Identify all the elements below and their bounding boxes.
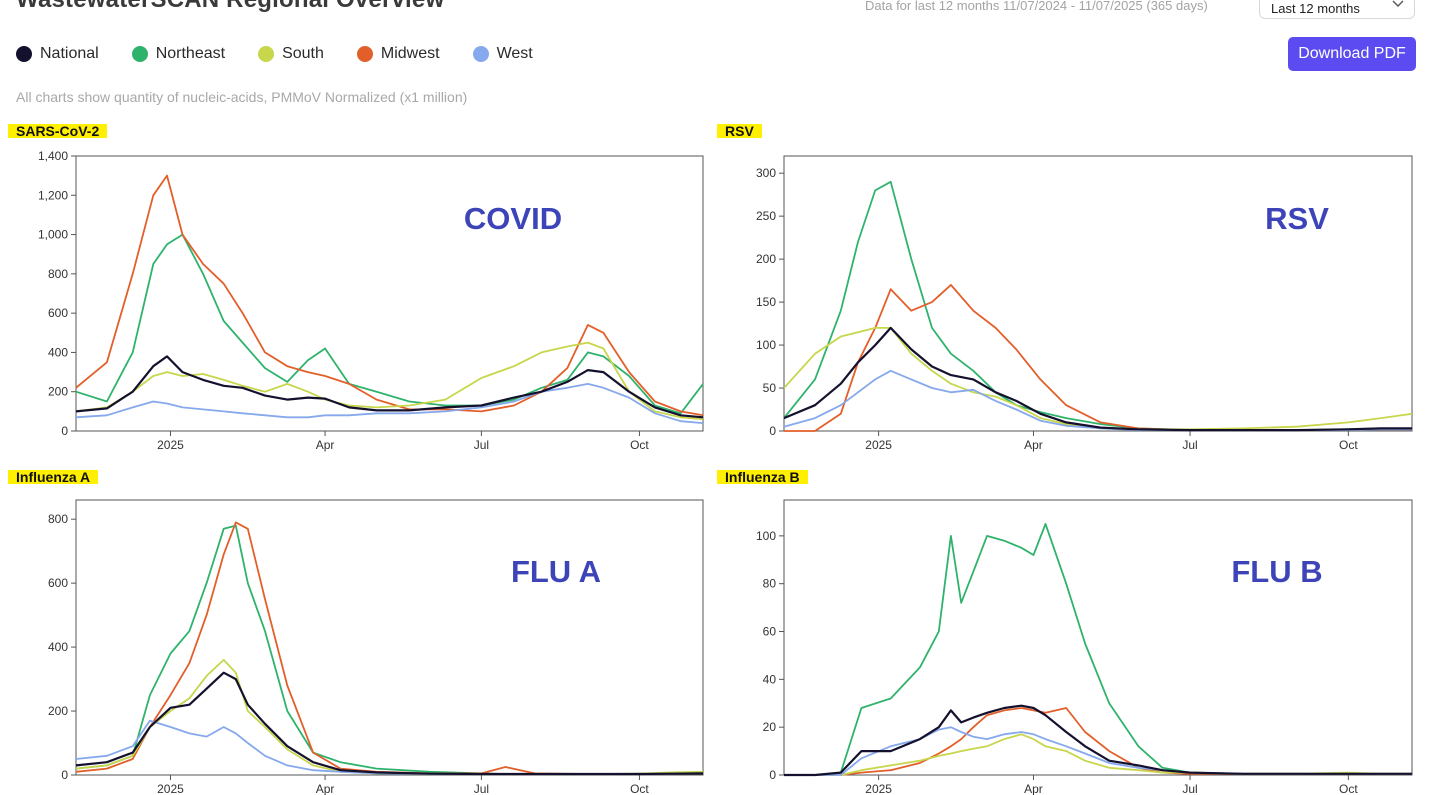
series-line-national bbox=[75, 671, 704, 776]
legend-label: South bbox=[282, 45, 324, 62]
chart-overlay-label: FLU B bbox=[1231, 554, 1322, 589]
y-tick-label: 80 bbox=[763, 577, 777, 591]
y-tick-label: 150 bbox=[756, 295, 776, 309]
y-tick-label: 0 bbox=[61, 424, 68, 438]
series-line-south bbox=[783, 326, 1413, 431]
x-tick-label: Jul bbox=[474, 438, 489, 452]
chart-title-influenza-b: Influenza B bbox=[717, 470, 808, 484]
download-pdf-button[interactable]: Download PDF bbox=[1288, 37, 1416, 71]
x-tick-label: Apr bbox=[1024, 782, 1043, 795]
y-tick-label: 400 bbox=[48, 640, 68, 654]
plot-frame bbox=[783, 155, 1413, 432]
legend-item-south[interactable]: South bbox=[258, 45, 324, 63]
y-tick-label: 0 bbox=[769, 768, 776, 782]
legend-label: National bbox=[40, 45, 99, 62]
y-tick-label: 200 bbox=[48, 704, 68, 718]
x-tick-label: Oct bbox=[630, 782, 649, 795]
chart-overlay-label: COVID bbox=[464, 201, 562, 236]
y-tick-label: 1,000 bbox=[38, 228, 68, 242]
page-title: WastewaterSCAN Regional Overview bbox=[16, 0, 444, 14]
y-tick-label: 250 bbox=[756, 209, 776, 223]
legend-dot bbox=[16, 46, 32, 62]
x-tick-label: Jul bbox=[1182, 438, 1197, 452]
y-tick-label: 20 bbox=[763, 720, 777, 734]
legend-dot bbox=[258, 46, 275, 62]
chevron-down-icon bbox=[1392, 0, 1404, 7]
legend: National Northeast South Midwest West bbox=[16, 45, 566, 63]
x-tick-label: 2025 bbox=[157, 782, 184, 795]
series-line-west bbox=[75, 382, 704, 424]
x-tick-label: Apr bbox=[316, 438, 335, 452]
x-tick-label: 2025 bbox=[865, 438, 892, 452]
legend-item-national[interactable]: National bbox=[16, 45, 99, 63]
series-line-national bbox=[784, 704, 1412, 777]
legend-dot bbox=[472, 46, 489, 62]
y-tick-label: 800 bbox=[48, 512, 68, 526]
series-line-midwest bbox=[75, 174, 704, 417]
x-tick-label: Apr bbox=[316, 782, 335, 795]
chart-title-rsv: RSV bbox=[717, 124, 762, 138]
chart-influenza-a: 0 200 400 600 800 2025 Apr Jul Oct FLU A bbox=[48, 499, 704, 795]
chart-title-influenza-a: Influenza A bbox=[8, 470, 99, 484]
y-tick-label: 600 bbox=[48, 576, 68, 590]
time-range-select[interactable]: Last 12 months bbox=[1259, 0, 1415, 19]
x-tick-label: Jul bbox=[474, 782, 489, 795]
x-tick-label: Oct bbox=[630, 438, 649, 452]
y-tick-label: 300 bbox=[756, 166, 776, 180]
date-range-text: Data for last 12 months 11/07/2024 - 11/… bbox=[865, 0, 1208, 13]
legend-label: Midwest bbox=[380, 45, 440, 62]
y-tick-label: 50 bbox=[763, 381, 777, 395]
chart-overlay-label: FLU A bbox=[511, 554, 601, 589]
chart-influenza-b: 0 20 40 60 80 100 2025 Apr Jul Oct FLU B bbox=[756, 499, 1413, 795]
y-tick-label: 0 bbox=[61, 768, 68, 782]
y-tick-label: 200 bbox=[756, 252, 776, 266]
series-line-national bbox=[75, 355, 704, 419]
x-tick-label: Jul bbox=[1182, 782, 1197, 795]
y-tick-label: 1,400 bbox=[38, 149, 68, 163]
y-tick-label: 100 bbox=[756, 529, 776, 543]
x-tick-label: Oct bbox=[1339, 438, 1358, 452]
chart-overlay-label: RSV bbox=[1265, 201, 1329, 236]
x-tick-label: Oct bbox=[1339, 782, 1358, 795]
y-tick-label: 600 bbox=[48, 306, 68, 320]
y-tick-label: 400 bbox=[48, 345, 68, 359]
legend-dot bbox=[356, 46, 373, 62]
plot-frame bbox=[75, 155, 704, 432]
chart-sars-cov-2: 0 200 400 600 800 1,000 1,200 1,400 2025 Apr Jul Oc… bbox=[38, 149, 704, 452]
legend-item-west[interactable]: West bbox=[472, 45, 533, 63]
units-note: All charts show quantity of nucleic-acid… bbox=[16, 89, 468, 105]
y-tick-label: 60 bbox=[763, 625, 777, 639]
legend-label: West bbox=[496, 45, 533, 62]
series-line-national bbox=[783, 326, 1412, 432]
y-tick-label: 100 bbox=[756, 338, 776, 352]
y-tick-label: 40 bbox=[763, 672, 777, 686]
chart-rsv: 0 50 100 150 200 250 300 2025 Apr Jul Oct RSV bbox=[756, 155, 1413, 452]
y-tick-label: 0 bbox=[769, 424, 776, 438]
chart-title-sars-cov-2: SARS-CoV-2 bbox=[8, 124, 108, 138]
y-tick-label: 200 bbox=[48, 385, 68, 399]
x-tick-label: 2025 bbox=[157, 438, 184, 452]
series-line-midwest bbox=[784, 283, 1412, 432]
x-tick-label: 2025 bbox=[865, 782, 892, 795]
plot-frame bbox=[75, 499, 704, 776]
legend-item-northeast[interactable]: Northeast bbox=[131, 45, 226, 63]
x-tick-label: Apr bbox=[1024, 438, 1043, 452]
legend-item-midwest[interactable]: Midwest bbox=[356, 45, 440, 63]
legend-dot bbox=[131, 46, 148, 62]
plot-frame bbox=[783, 499, 1413, 776]
y-tick-label: 800 bbox=[48, 267, 68, 281]
series-line-south bbox=[75, 341, 704, 421]
y-tick-label: 1,200 bbox=[38, 188, 68, 202]
time-range-value: Last 12 months bbox=[1271, 1, 1360, 16]
legend-label: Northeast bbox=[155, 45, 226, 62]
